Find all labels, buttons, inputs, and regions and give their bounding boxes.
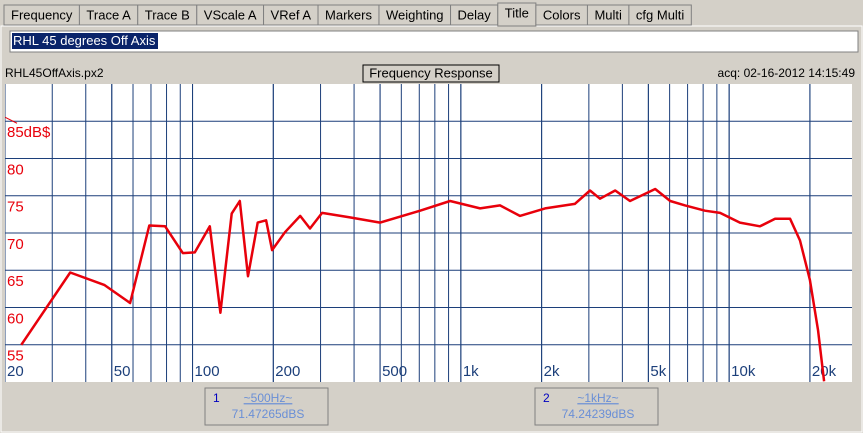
- x-tick-label: 100: [195, 363, 220, 380]
- marker-box[interactable]: [204, 387, 329, 426]
- y-tick-label: 80: [7, 161, 24, 178]
- tab-label: Markers: [325, 7, 372, 22]
- y-tick-label: 60: [7, 310, 24, 327]
- y-tick-label: 55: [7, 348, 24, 365]
- marker-level: 71.47265dBS: [232, 407, 305, 421]
- acquired-date: acq: 02-16-2012 14:15:49: [718, 66, 856, 80]
- marker-box[interactable]: [534, 387, 659, 426]
- tab-label: Frequency: [11, 7, 73, 22]
- tab-panel: [0, 25, 863, 433]
- x-tick-label: 200: [275, 363, 300, 380]
- title-input-text: RHL 45 degrees Off Axis: [13, 33, 156, 48]
- text-selection: [12, 33, 158, 49]
- marker-frequency: ~500Hz~: [244, 391, 293, 405]
- tab-label: Colors: [543, 7, 581, 22]
- x-tick-label: 20: [7, 363, 24, 380]
- reference-marker: [5, 116, 18, 124]
- y-tick-label: 70: [7, 236, 24, 253]
- tab-label: cfg Multi: [636, 7, 685, 22]
- tab-label: Title: [505, 5, 529, 20]
- tab-label: Multi: [594, 7, 622, 22]
- response-curve: [20, 187, 826, 382]
- y-tick-label: 65: [7, 273, 24, 290]
- chart-title: Frequency Response: [369, 65, 493, 80]
- chart-title-box: [362, 64, 500, 83]
- x-tick-label: 5k: [650, 363, 666, 380]
- x-tick-label: 2k: [544, 363, 560, 380]
- x-tick-label: 10k: [731, 363, 756, 380]
- tab-label: Weighting: [386, 7, 444, 22]
- y-tick-label: 85dB$: [7, 124, 51, 141]
- x-tick-label: 20k: [812, 363, 837, 380]
- tab-label: Delay: [458, 7, 492, 22]
- tab[interactable]: [628, 4, 692, 26]
- tab-label: VScale A: [204, 7, 257, 22]
- marker-level: 74.24239dBS: [562, 407, 635, 421]
- file-name: RHL45OffAxis.px2: [5, 66, 104, 80]
- x-tick-label: 1k: [463, 363, 479, 380]
- x-tick-label: 50: [114, 363, 131, 380]
- y-tick-label: 75: [7, 199, 24, 216]
- title-input[interactable]: [9, 30, 859, 53]
- marker-frequency: ~1kHz~: [577, 391, 618, 405]
- tab-label: Trace B: [145, 7, 190, 22]
- marker-number: 2: [543, 391, 550, 405]
- tab-label: Trace A: [86, 7, 131, 22]
- tab-label: VRef A: [271, 7, 312, 22]
- marker-number: 1: [213, 391, 220, 405]
- x-tick-label: 500: [382, 363, 407, 380]
